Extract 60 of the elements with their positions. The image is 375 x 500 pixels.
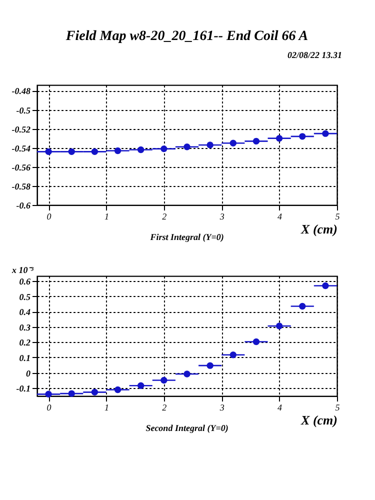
- x-tick-label: 1: [104, 402, 109, 412]
- point: [252, 138, 260, 145]
- x-tick-label: 0: [46, 212, 52, 222]
- point: [206, 362, 214, 369]
- x-tick-label: 4: [278, 402, 283, 412]
- y-tick-label: 0.3: [19, 322, 31, 332]
- point: [160, 376, 168, 384]
- point: [230, 352, 237, 358]
- y-tick-label: -0.56: [12, 162, 31, 172]
- x-tick-label: 2: [162, 402, 168, 412]
- y-tick-label: 0.6: [19, 276, 31, 287]
- text: x 10⁻³: [11, 265, 34, 275]
- point: [91, 388, 98, 396]
- point: [230, 140, 237, 146]
- x-tick-label: 2: [162, 212, 168, 222]
- point: [68, 390, 75, 397]
- point: [322, 130, 329, 137]
- y-tick-label: 0.5: [19, 292, 31, 302]
- point: [299, 133, 306, 140]
- y-tick-label: 0.2: [19, 338, 31, 348]
- x-tick-label: 3: [218, 212, 225, 222]
- point: [45, 148, 52, 156]
- y-tick-label: -0.54: [12, 143, 31, 154]
- x-tick-label: 5: [335, 212, 340, 222]
- point: [184, 370, 190, 378]
- point: [137, 146, 144, 154]
- y-tick-label: -0.6: [16, 200, 31, 210]
- point: [91, 148, 98, 156]
- x-tick-label: 5: [335, 402, 340, 412]
- x-tick-label: 4: [278, 212, 283, 222]
- x-tick-label: 1: [104, 212, 109, 222]
- point: [114, 147, 122, 154]
- point: [299, 302, 306, 310]
- y-tick-label: -0.52: [12, 124, 31, 134]
- y-tick-label: -0.58: [12, 181, 31, 192]
- point: [184, 144, 190, 150]
- y-tick-label: 0.4: [19, 307, 31, 318]
- point: [206, 142, 214, 148]
- x-axis-title: X (cm): [300, 222, 338, 236]
- point: [160, 145, 168, 152]
- point: [276, 322, 283, 330]
- x-tick-label: 3: [218, 402, 225, 412]
- point: [68, 148, 75, 156]
- point: [252, 338, 260, 346]
- y-tick-label: -0.48: [12, 86, 31, 96]
- point: [276, 134, 283, 142]
- point: [45, 390, 52, 398]
- text: First Integral (Y=0): [149, 232, 224, 242]
- x-tick-label: 0: [46, 402, 52, 412]
- text: Second Integral (Y=0): [146, 423, 228, 433]
- point: [114, 386, 122, 394]
- point: [137, 382, 144, 389]
- text: 02/08/22 13.31: [287, 50, 342, 60]
- y-tick-label: 0: [26, 368, 31, 378]
- y-tick-label: -0.1: [16, 384, 30, 394]
- point: [322, 282, 329, 290]
- y-tick-label: 0.1: [19, 352, 30, 363]
- x-axis-title: X (cm): [300, 412, 338, 428]
- chart-title: Field Map w8-20_20_161-- End Coil 66 A: [64, 29, 308, 44]
- y-tick-label: -0.5: [16, 105, 31, 116]
